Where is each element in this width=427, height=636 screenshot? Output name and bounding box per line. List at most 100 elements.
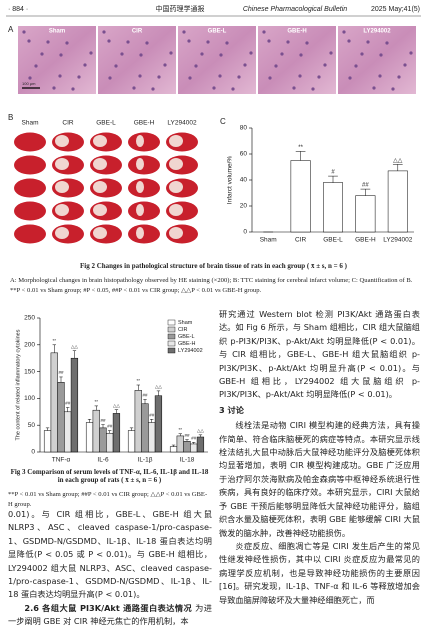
cell: [102, 30, 106, 34]
infarct: [169, 204, 183, 216]
significance-label: ##: [100, 418, 106, 423]
right-column: 研究通过 Western blot 检测 PI3K/Akt 通路蛋白表达。如 F…: [219, 308, 420, 636]
cell: [132, 86, 136, 90]
cell: [151, 87, 155, 91]
infarct: [136, 227, 144, 239]
cell: [120, 52, 124, 56]
cell: [267, 39, 271, 43]
cell: [286, 40, 290, 44]
paragraph: 炎症反应、细胞凋亡等是 CIRI 发生后产生的常见性继发神经性损伤，其中以 CI…: [219, 540, 420, 605]
infarct: [55, 204, 69, 216]
bar: [190, 443, 198, 453]
significance-label: **: [179, 427, 183, 432]
panel-title: GBE-L: [208, 29, 227, 35]
infarct: [169, 181, 183, 193]
x-tick-label: CIR: [295, 237, 307, 244]
cell: [385, 41, 389, 45]
cell: [46, 40, 50, 44]
slice: [14, 224, 46, 244]
bar: [127, 430, 136, 453]
cell: [372, 86, 376, 90]
panel-title: Sham: [22, 120, 39, 127]
y-tick-label: 20: [240, 203, 248, 210]
cell: [225, 41, 229, 45]
cell: [28, 76, 32, 80]
x-tick-label: IL-18: [180, 457, 195, 464]
x-tick-label: Sham: [260, 237, 277, 244]
significance-label: △△: [113, 403, 120, 408]
infarct: [93, 227, 107, 239]
cell: [249, 51, 253, 55]
cell: [200, 52, 204, 56]
paragraph: 线栓法是动物 CIRI 模型构建的经典方法，具有操作简单、符合临床脑梗死的病症等…: [219, 420, 420, 538]
significance-label: △△: [71, 344, 78, 349]
significance-label: ##: [107, 424, 113, 429]
cell: [329, 51, 333, 55]
cell: [22, 30, 26, 34]
cell: [378, 74, 382, 78]
cell: [268, 76, 272, 80]
cell: [218, 74, 222, 78]
y-tick-label: 100: [24, 395, 35, 402]
photo: [98, 26, 176, 94]
legend-swatch: [167, 333, 176, 340]
x-tick-label: IL-1β: [138, 457, 153, 464]
infarct: [169, 135, 183, 147]
journal-cn: 中国药理学通报: [156, 4, 205, 13]
bar: [183, 441, 191, 453]
cell: [52, 86, 56, 90]
bar: [92, 409, 100, 453]
significance-label: ##: [184, 433, 190, 438]
bar: [169, 446, 178, 453]
significance-label: ##: [65, 401, 71, 406]
cell: [187, 39, 191, 43]
page-number: · 884 ·: [8, 6, 28, 13]
y-axis-label: Infarct volume/%: [227, 156, 234, 205]
significance-label: #: [331, 170, 335, 176]
cell: [40, 52, 44, 56]
bar: [290, 160, 311, 233]
left-column: 0.01)。与 CIR 组相比，GBE-L、GBE-H 组大鼠 NLRP3、AS…: [8, 508, 212, 636]
slice: [14, 155, 46, 175]
x-tick-label: IL-6: [97, 457, 109, 464]
x-tick-label: TNF-α: [52, 457, 71, 464]
figure-title: Fig 3 Comparison of serum levels of TNF-…: [10, 468, 209, 484]
significance-label: ##: [149, 412, 155, 417]
infarct: [55, 181, 69, 193]
cell: [323, 63, 327, 67]
y-tick-label: 50: [28, 422, 36, 429]
bar: [64, 411, 72, 453]
infarct: [55, 227, 69, 239]
cell: [188, 76, 192, 80]
text: 为进一步阐明 GBE 对 CIR 神经元焦亡的作用机制，本: [8, 602, 212, 627]
legend-swatch: [167, 319, 176, 326]
y-tick-label: 0: [243, 229, 247, 236]
slice: [128, 224, 160, 244]
issue: 2025 May;41(5): [371, 6, 420, 13]
infarct: [136, 135, 144, 147]
cell: [237, 75, 241, 79]
x-tick-label: LY294002: [383, 237, 413, 244]
significance-label: ##: [191, 436, 197, 441]
cell: [348, 76, 352, 80]
bar: [99, 427, 107, 453]
ttc-slices: Sham CIR GBE-L GBE-H LY294002: [14, 120, 198, 244]
y-tick-label: 200: [24, 342, 35, 349]
panel-title: Sham: [49, 29, 65, 35]
cell: [403, 63, 407, 67]
cell: [366, 40, 370, 44]
bar: [176, 435, 184, 453]
cell: [71, 87, 75, 91]
significance-label: **: [298, 145, 303, 151]
panel-title: GBE-L: [96, 120, 116, 127]
cell: [409, 51, 413, 55]
cell: [243, 63, 247, 67]
cell: [194, 64, 198, 68]
y-tick-label: 60: [240, 151, 248, 158]
significance-label: △△: [197, 428, 204, 433]
photo: [178, 26, 256, 94]
bar: [106, 432, 114, 453]
bar: [70, 357, 79, 453]
figure-title: Fig 2 Changes in pathological structure …: [80, 262, 347, 270]
infarct: [55, 158, 69, 170]
